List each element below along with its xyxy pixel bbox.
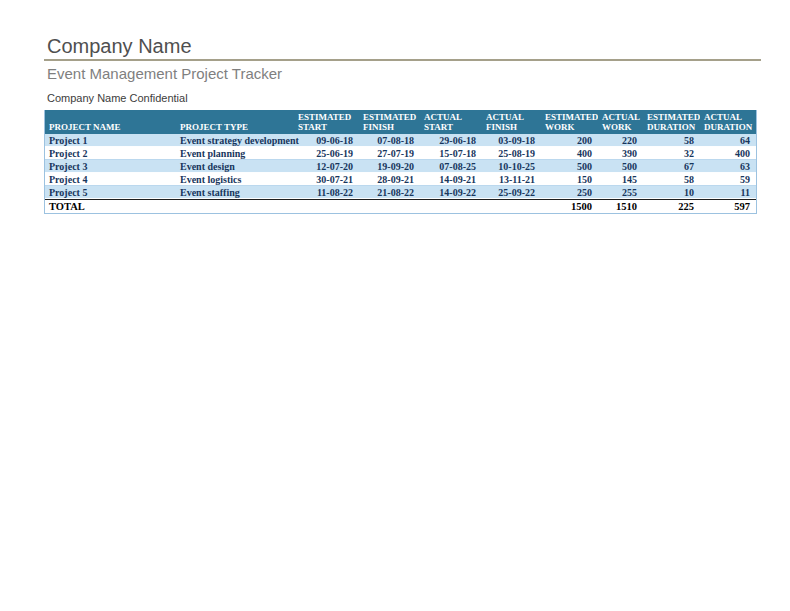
cell-actual-duration: 64 (700, 134, 756, 147)
cell-actual-duration: 63 (700, 160, 756, 173)
cell-actual-start: 14-09-21 (420, 173, 482, 186)
cell-estimated-work: 150 (541, 173, 598, 186)
cell-actual-start: 07-08-25 (420, 160, 482, 173)
page-title: Company Name (44, 36, 756, 57)
cell-estimated-duration: 58 (643, 134, 700, 147)
column-header-actual-work: ACTUAL WORK (598, 110, 643, 134)
table-total-row: TOTAL 1500 1510 225 597 (45, 199, 756, 214)
cell-project-type: Event staffing (176, 186, 294, 199)
column-header-estimated-work: ESTIMATED WORK (541, 110, 598, 134)
table-row: Project 1 Event strategy development 09-… (45, 134, 756, 147)
project-tracker-table: PROJECT NAME PROJECT TYPE ESTIMATED STAR… (44, 110, 757, 214)
cell-actual-work: 390 (598, 147, 643, 160)
column-header-estimated-duration: ESTIMATED DURATION (643, 110, 700, 134)
cell-estimated-start: 25-06-19 (294, 147, 359, 160)
confidential-label: Company Name Confidential (44, 92, 756, 104)
cell-actual-duration: 400 (700, 147, 756, 160)
cell-actual-duration: 11 (700, 186, 756, 199)
cell-project-name: Project 2 (45, 147, 176, 160)
total-empty-cell (294, 200, 359, 214)
column-header-project-type: PROJECT TYPE (176, 110, 294, 134)
cell-actual-start: 14-09-22 (420, 186, 482, 199)
table-row: Project 4 Event logistics 30-07-21 28-09… (45, 173, 756, 186)
column-header-estimated-finish: ESTIMATED FINISH (359, 110, 420, 134)
column-header-actual-finish: ACTUAL FINISH (482, 110, 541, 134)
cell-estimated-finish: 19-09-20 (359, 160, 420, 173)
cell-estimated-work: 400 (541, 147, 598, 160)
cell-project-type: Event strategy development (176, 134, 294, 147)
total-actual-duration: 597 (700, 200, 756, 214)
cell-estimated-work: 250 (541, 186, 598, 199)
cell-project-type: Event design (176, 160, 294, 173)
page-subtitle: Event Management Project Tracker (44, 66, 756, 82)
cell-estimated-finish: 07-08-18 (359, 134, 420, 147)
cell-actual-finish: 25-08-19 (482, 147, 541, 160)
cell-actual-work: 145 (598, 173, 643, 186)
cell-estimated-finish: 21-08-22 (359, 186, 420, 199)
cell-project-name: Project 4 (45, 173, 176, 186)
cell-actual-duration: 59 (700, 173, 756, 186)
page-content: Company Name Event Management Project Tr… (44, 36, 756, 214)
cell-estimated-duration: 58 (643, 173, 700, 186)
cell-estimated-finish: 28-09-21 (359, 173, 420, 186)
column-header-actual-start: ACTUAL START (420, 110, 482, 134)
cell-estimated-work: 200 (541, 134, 598, 147)
total-label: TOTAL (45, 200, 176, 214)
column-header-estimated-start: ESTIMATED START (294, 110, 359, 134)
cell-actual-work: 255 (598, 186, 643, 199)
cell-actual-finish: 03-09-18 (482, 134, 541, 147)
table-header-row: PROJECT NAME PROJECT TYPE ESTIMATED STAR… (45, 110, 756, 134)
cell-estimated-duration: 67 (643, 160, 700, 173)
cell-project-type: Event planning (176, 147, 294, 160)
column-header-actual-duration: ACTUAL DURATION (700, 110, 756, 134)
cell-estimated-start: 12-07-20 (294, 160, 359, 173)
total-empty-cell (482, 200, 541, 214)
cell-estimated-work: 500 (541, 160, 598, 173)
cell-estimated-start: 09-06-18 (294, 134, 359, 147)
cell-project-name: Project 1 (45, 134, 176, 147)
cell-estimated-duration: 10 (643, 186, 700, 199)
cell-actual-finish: 25-09-22 (482, 186, 541, 199)
cell-project-type: Event logistics (176, 173, 294, 186)
cell-actual-finish: 10-10-25 (482, 160, 541, 173)
cell-actual-work: 500 (598, 160, 643, 173)
total-estimated-duration: 225 (643, 200, 700, 214)
cell-estimated-finish: 27-07-19 (359, 147, 420, 160)
cell-estimated-duration: 32 (643, 147, 700, 160)
cell-actual-start: 29-06-18 (420, 134, 482, 147)
table-row: Project 5 Event staffing 11-08-22 21-08-… (45, 186, 756, 199)
total-estimated-work: 1500 (541, 200, 598, 214)
cell-estimated-start: 30-07-21 (294, 173, 359, 186)
table-row: Project 2 Event planning 25-06-19 27-07-… (45, 147, 756, 160)
cell-project-name: Project 3 (45, 160, 176, 173)
title-rule-divider (44, 59, 761, 61)
cell-actual-start: 15-07-18 (420, 147, 482, 160)
column-header-project-name: PROJECT NAME (45, 110, 176, 134)
table-row: Project 3 Event design 12-07-20 19-09-20… (45, 160, 756, 173)
cell-actual-work: 220 (598, 134, 643, 147)
cell-project-name: Project 5 (45, 186, 176, 199)
cell-actual-finish: 13-11-21 (482, 173, 541, 186)
total-empty-cell (359, 200, 420, 214)
cell-estimated-start: 11-08-22 (294, 186, 359, 199)
total-empty-cell (176, 200, 294, 214)
total-empty-cell (420, 200, 482, 214)
total-actual-work: 1510 (598, 200, 643, 214)
